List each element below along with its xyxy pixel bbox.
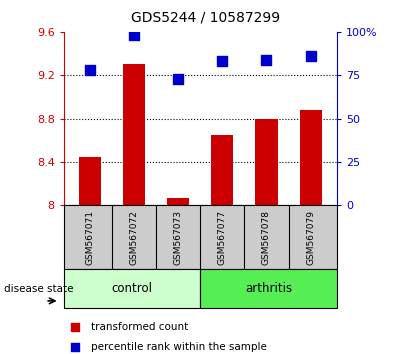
Text: percentile rank within the sample: percentile rank within the sample xyxy=(91,342,267,352)
Point xyxy=(131,33,138,38)
Text: GSM567077: GSM567077 xyxy=(218,210,227,266)
Point xyxy=(72,325,78,330)
Bar xyxy=(167,198,189,205)
Point xyxy=(175,76,182,81)
Bar xyxy=(79,156,101,205)
Text: GSM567078: GSM567078 xyxy=(262,210,271,266)
Text: GSM567072: GSM567072 xyxy=(130,210,139,265)
Bar xyxy=(201,269,337,308)
Bar xyxy=(256,119,277,205)
Point xyxy=(219,58,226,64)
Point xyxy=(263,57,270,62)
Text: GSM567079: GSM567079 xyxy=(306,210,315,266)
Bar xyxy=(300,110,321,205)
Text: transformed count: transformed count xyxy=(91,322,188,332)
Bar xyxy=(64,269,201,308)
Point xyxy=(72,344,78,350)
Bar xyxy=(211,135,233,205)
Point xyxy=(307,53,314,59)
Text: control: control xyxy=(111,282,152,295)
Text: disease state: disease state xyxy=(4,284,74,293)
Text: arthritis: arthritis xyxy=(245,282,292,295)
Text: GSM567073: GSM567073 xyxy=(174,210,183,266)
Text: GSM567071: GSM567071 xyxy=(85,210,95,266)
Point xyxy=(87,67,93,73)
Text: GDS5244 / 10587299: GDS5244 / 10587299 xyxy=(131,11,280,25)
Bar xyxy=(123,64,145,205)
